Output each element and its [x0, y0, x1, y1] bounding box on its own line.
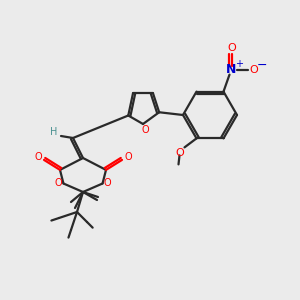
Text: H: H — [50, 127, 58, 137]
Text: N: N — [226, 63, 237, 76]
Text: O: O — [227, 43, 236, 52]
Text: O: O — [249, 64, 258, 75]
Text: O: O — [124, 152, 132, 162]
Text: +: + — [236, 58, 244, 69]
Text: O: O — [141, 125, 149, 135]
Text: O: O — [104, 178, 111, 188]
Text: O: O — [55, 178, 62, 188]
Text: −: − — [256, 59, 267, 72]
Text: O: O — [34, 152, 42, 162]
Text: O: O — [175, 148, 184, 158]
